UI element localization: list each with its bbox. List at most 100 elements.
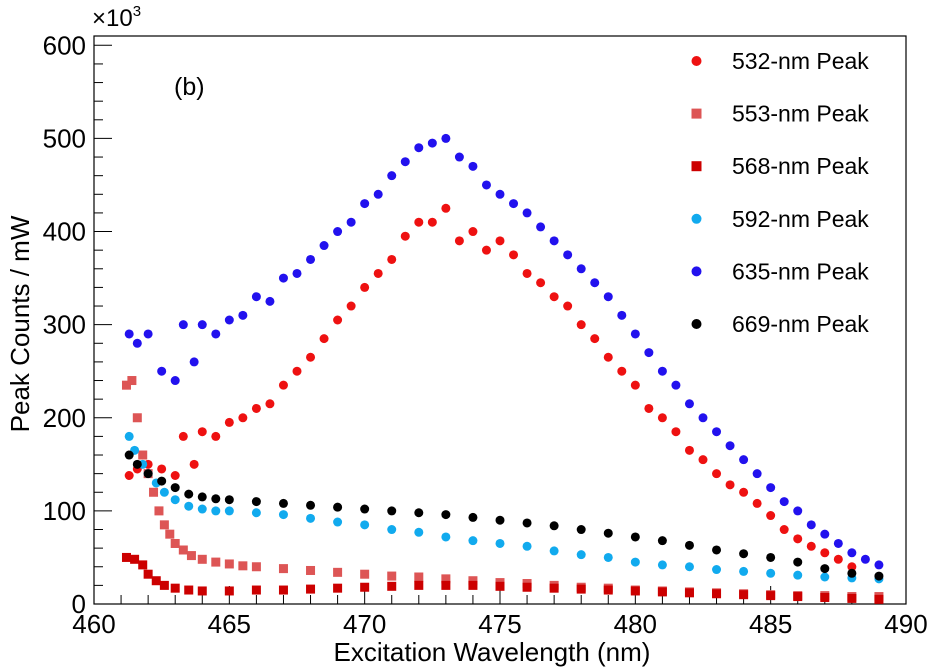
data-point (549, 546, 559, 556)
data-point (847, 568, 857, 578)
panel-label: (b) (174, 73, 205, 101)
data-point (536, 278, 546, 288)
y-axis-label: Peak Counts / mW (5, 215, 35, 432)
data-point (684, 399, 694, 409)
data-point (603, 292, 613, 302)
data-point (603, 528, 613, 538)
data-point (725, 441, 735, 451)
data-point (657, 560, 667, 570)
series-4 (124, 431, 884, 584)
data-point (251, 403, 261, 413)
data-point (157, 464, 167, 474)
data-point (617, 310, 627, 320)
series-3 (121, 552, 884, 604)
data-point (387, 571, 397, 581)
data-point (468, 580, 478, 590)
x-tick-label: 485 (749, 609, 792, 639)
data-point (617, 366, 627, 376)
data-point (278, 585, 288, 595)
data-point (251, 562, 261, 572)
data-point (132, 338, 142, 348)
data-point (138, 560, 148, 570)
data-point (495, 538, 505, 548)
data-point (698, 413, 708, 423)
data-point (157, 476, 167, 486)
data-point (684, 588, 694, 598)
data-point (427, 138, 437, 148)
data-point (224, 495, 234, 505)
data-point (157, 366, 167, 376)
data-point (779, 497, 789, 507)
data-point (333, 567, 343, 577)
series-1 (124, 203, 857, 572)
data-point (671, 380, 681, 390)
data-point (387, 254, 397, 264)
data-point (766, 552, 776, 562)
data-point (151, 576, 161, 586)
data-point (752, 498, 762, 508)
data-point (522, 518, 532, 528)
data-point (847, 562, 857, 572)
legend-label: 553-nm Peak (732, 101, 869, 127)
legend-marker (691, 56, 702, 66)
data-point (536, 222, 546, 232)
data-point (387, 525, 397, 535)
data-point (576, 320, 586, 330)
data-point (333, 583, 343, 593)
x-axis: 460 465 470 475 480 485 490 (72, 586, 928, 639)
data-point (509, 250, 519, 260)
data-point (278, 273, 288, 283)
legend-label: 669-nm Peak (732, 311, 869, 337)
data-point (333, 315, 343, 325)
data-point (739, 590, 749, 600)
data-point (414, 527, 424, 537)
series-6 (124, 450, 884, 581)
data-point (306, 584, 316, 594)
data-point (779, 525, 789, 535)
data-point (820, 548, 830, 558)
data-point (306, 254, 316, 264)
data-point (211, 329, 221, 339)
data-point (684, 445, 694, 455)
data-point (509, 199, 519, 209)
data-point (292, 268, 302, 278)
legend-item: 635-nm Peak (691, 258, 869, 284)
data-point (874, 571, 884, 581)
data-point (127, 376, 137, 386)
data-point (630, 329, 640, 339)
data-point (549, 236, 559, 246)
data-point (657, 413, 667, 423)
data-point (197, 492, 207, 502)
data-point (278, 380, 288, 390)
data-point (278, 564, 288, 574)
data-point (346, 217, 356, 227)
data-point (468, 536, 478, 546)
data-point (563, 250, 573, 260)
data-point (373, 268, 383, 278)
data-point (522, 268, 532, 278)
data-point (278, 510, 288, 520)
data-point (251, 585, 261, 595)
data-point (441, 203, 451, 213)
y-tick-label: 500 (43, 123, 86, 153)
data-point (671, 427, 681, 437)
data-point (549, 292, 559, 302)
legend-label: 532-nm Peak (732, 48, 869, 74)
x-tick-label: 460 (72, 609, 115, 639)
data-point (712, 469, 722, 479)
data-point (170, 376, 180, 386)
data-point (563, 301, 573, 311)
data-point (197, 427, 207, 437)
data-point (278, 498, 288, 508)
data-point (387, 506, 397, 516)
legend-label: 568-nm Peak (732, 153, 869, 179)
data-point (154, 506, 164, 516)
data-point (454, 236, 464, 246)
x-tick-label: 470 (343, 609, 386, 639)
data-point (657, 587, 667, 597)
legend-marker (691, 108, 702, 119)
data-point (121, 552, 131, 562)
data-point (251, 497, 261, 507)
x-tick-label: 490 (884, 609, 927, 639)
data-point (387, 581, 397, 591)
